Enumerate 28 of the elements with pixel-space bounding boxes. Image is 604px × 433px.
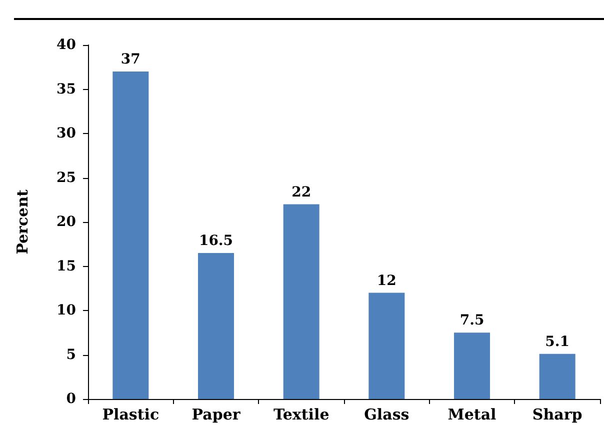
x-tick-label: Glass: [364, 406, 410, 424]
x-tick-label: Paper: [192, 406, 242, 424]
bar: [368, 292, 405, 399]
y-tick-label: 20: [56, 214, 76, 230]
bar: [283, 204, 320, 399]
y-tick-label: 30: [56, 126, 76, 142]
bar: [539, 354, 576, 399]
bar: [198, 252, 234, 399]
y-tick-label: 15: [56, 258, 76, 274]
bar: [112, 72, 149, 399]
y-tick-label: 10: [56, 302, 76, 318]
y-tick-label: 40: [56, 37, 76, 53]
y-axis-title: Percent: [14, 190, 32, 254]
data-label: 7.5: [460, 312, 484, 329]
data-label: 22: [292, 184, 312, 200]
data-label: 5.1: [545, 334, 570, 350]
data-label: 37: [120, 52, 140, 68]
data-label: 12: [376, 272, 396, 289]
y-tick-label: 35: [56, 81, 76, 98]
y-tick-label: 0: [66, 391, 76, 407]
x-tick-label: Plastic: [102, 406, 160, 424]
x-tick-label: Sharp: [532, 406, 582, 424]
bar: [454, 332, 490, 399]
y-tick-label: 25: [56, 170, 76, 186]
y-tick-label: 5: [66, 346, 76, 363]
x-tick-label: Textile: [273, 406, 330, 424]
data-label: 16.5: [198, 232, 234, 249]
x-tick-label: Metal: [448, 406, 497, 424]
